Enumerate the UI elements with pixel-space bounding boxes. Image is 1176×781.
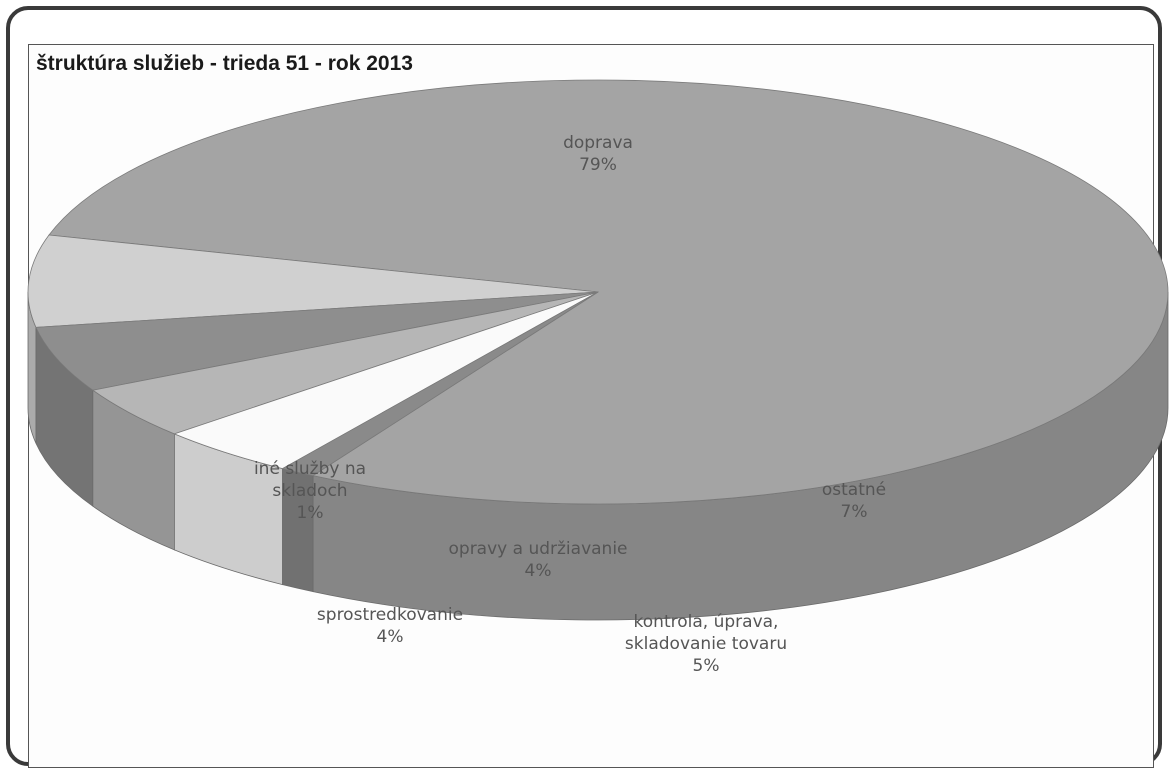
- data-label-2: kontrola, úprava, skladovanie tovaru 5%: [625, 612, 787, 676]
- pie-tops: [27, 79, 1169, 505]
- chart-title: štruktúra služieb - trieda 51 - rok 2013: [36, 52, 413, 75]
- data-label-1: ostatné 7%: [822, 480, 886, 522]
- pie-slice-0: [48, 79, 1169, 505]
- data-label-5: iné služby na skladoch 1%: [254, 459, 366, 523]
- data-label-0: doprava 79%: [563, 133, 633, 175]
- data-label-4: sprostredkovanie 4%: [317, 605, 463, 647]
- pie-slice-1: [27, 234, 599, 328]
- data-label-3: opravy a udržiavanie 4%: [449, 539, 628, 581]
- pie-slice-2: [35, 291, 599, 391]
- pie-labels: doprava 79% ostatné 7% kontrola, úprava, skla…: [254, 133, 886, 676]
- pie-slice-5: [281, 291, 599, 477]
